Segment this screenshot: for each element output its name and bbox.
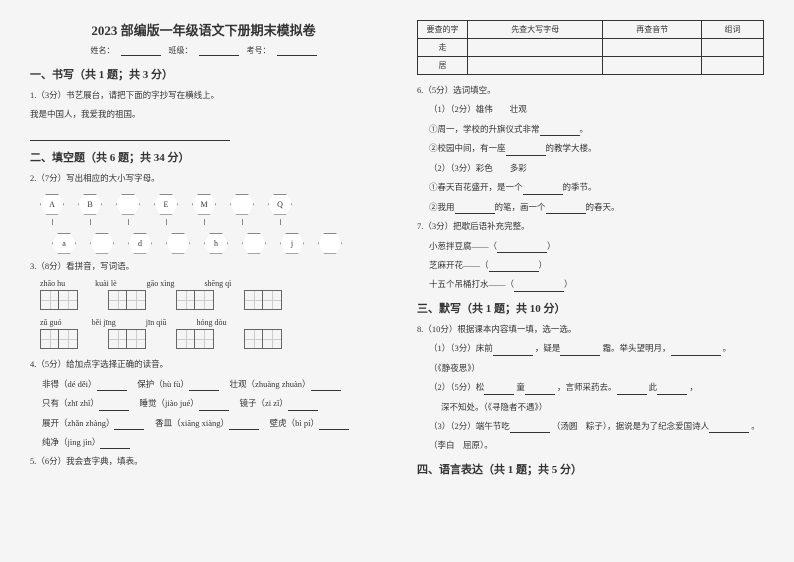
pinyin: shēng qì bbox=[204, 279, 231, 288]
q1-blank[interactable] bbox=[30, 127, 377, 141]
hex-cell: j bbox=[280, 233, 304, 254]
hex-cell[interactable] bbox=[116, 194, 140, 215]
q7: 7.（3分）把歇后语补充完整。 bbox=[417, 219, 764, 233]
hex-cell: M bbox=[192, 194, 216, 215]
th: 再查音节 bbox=[603, 21, 702, 39]
pinyin: zǔ guó bbox=[40, 318, 62, 327]
table-row: 走 bbox=[418, 39, 764, 57]
td-blank[interactable] bbox=[702, 39, 764, 57]
q1-text: 我是中国人，我爱我的祖国。 bbox=[30, 107, 377, 121]
q6-1a: ①周一，学校的升旗仪式非常。 bbox=[429, 122, 764, 136]
hex-cell[interactable] bbox=[230, 194, 254, 215]
q8-1: （1）（3分）床前 ，疑是 霜。举头望明月， 。 bbox=[429, 341, 764, 355]
q4-line-d: 纯净（jìng jìn） bbox=[42, 435, 377, 449]
section-1-head: 一、书写（共 1 题；共 3 分） bbox=[30, 66, 377, 82]
section-2-head: 二、填空题（共 6 题；共 34 分） bbox=[30, 149, 377, 165]
td-char: 走 bbox=[418, 39, 468, 57]
q4-line-b: 只有（zhī zhǐ） 睡觉（jiào jué） 镜子（zi zǐ） bbox=[42, 396, 377, 410]
hex-cell: A bbox=[40, 194, 64, 215]
pinyin: gāo xìng bbox=[147, 279, 175, 288]
class-field[interactable] bbox=[199, 47, 239, 56]
hex-row-bot: a d h j bbox=[52, 233, 377, 254]
hex-cell: d bbox=[128, 233, 152, 254]
exam-field[interactable] bbox=[277, 47, 317, 56]
left-column: 2023 部编版一年级语文下册期末模拟卷 姓名： 班级： 考号： 一、书写（共 … bbox=[30, 20, 377, 542]
section-4-head: 四、语言表达（共 1 题；共 5 分） bbox=[417, 461, 764, 477]
q8-2b: 深不知处。（《寻隐者不遇》） bbox=[441, 400, 764, 414]
q6-2b: ②我用的笔，画一个的春天。 bbox=[429, 200, 764, 214]
th: 要查的字 bbox=[418, 21, 468, 39]
td-blank[interactable] bbox=[702, 57, 764, 75]
q7-c: 十五个吊桶打水——（） bbox=[429, 277, 764, 291]
td-char: 居 bbox=[418, 57, 468, 75]
hex-cell[interactable] bbox=[318, 233, 342, 254]
section-3-head: 三、默写（共 1 题；共 10 分） bbox=[417, 300, 764, 316]
pinyin: kuài lè bbox=[95, 279, 117, 288]
char-grid[interactable] bbox=[108, 329, 146, 349]
q2: 2.（7分）写出相应的大小写字母。 bbox=[30, 171, 377, 185]
pinyin: hóng dòu bbox=[196, 318, 226, 327]
hex-cell: B bbox=[78, 194, 102, 215]
pinyin: jīn qiū bbox=[146, 318, 167, 327]
q6-1: （1）（2分）雄伟 壮观 bbox=[429, 102, 764, 116]
char-grid[interactable] bbox=[244, 329, 282, 349]
q4-line-a: 非得（dé děi） 保护（hù fù） 壮观（zhuàng zhuàn） bbox=[42, 377, 377, 391]
q8-3: （3）（2分）端午节吃 （汤圆 粽子），据说是为了纪念爱国诗人 。 bbox=[429, 419, 764, 433]
q8-3-src: （李白 屈原）。 bbox=[429, 438, 764, 452]
pinyin-row-1: zhāo hu kuài lè gāo xìng shēng qì bbox=[40, 279, 377, 288]
char-grid[interactable] bbox=[176, 290, 214, 310]
lookup-table: 要查的字 先查大写字母 再查音节 组词 走 居 bbox=[417, 20, 764, 75]
q7-b: 芝麻开花——（） bbox=[429, 258, 764, 272]
q8-1-src: （《静夜思》） bbox=[429, 361, 764, 375]
td-blank[interactable] bbox=[603, 57, 702, 75]
char-grid[interactable] bbox=[176, 329, 214, 349]
q8: 8.（10分）根据课本内容填一填，选一选。 bbox=[417, 322, 764, 336]
table-row: 居 bbox=[418, 57, 764, 75]
q6-1b: ②校园中间，有一座的教学大楼。 bbox=[429, 141, 764, 155]
hex-cell[interactable] bbox=[242, 233, 266, 254]
hex-cell: h bbox=[204, 233, 228, 254]
hex-cell: a bbox=[52, 233, 76, 254]
grid-row-1 bbox=[40, 290, 377, 310]
q3: 3.（8分）看拼音，写词语。 bbox=[30, 259, 377, 273]
exam-label: 考号： bbox=[247, 46, 271, 55]
char-grid[interactable] bbox=[108, 290, 146, 310]
hex-cell: E bbox=[154, 194, 178, 215]
td-blank[interactable] bbox=[603, 39, 702, 57]
student-meta: 姓名： 班级： 考号： bbox=[30, 45, 377, 56]
q1: 1.（3分）书艺展台，请把下面的字抄写在横线上。 bbox=[30, 88, 377, 102]
char-grid[interactable] bbox=[244, 290, 282, 310]
char-grid[interactable] bbox=[40, 329, 78, 349]
pinyin: běi jīng bbox=[92, 318, 116, 327]
q4: 4.（5分）给加点字选择正确的读音。 bbox=[30, 357, 377, 371]
pinyin: zhāo hu bbox=[40, 279, 65, 288]
pinyin-row-2: zǔ guó běi jīng jīn qiū hóng dòu bbox=[40, 318, 377, 327]
q6: 6.（5分）选词填空。 bbox=[417, 83, 764, 97]
q6-2a: ①春天百花盛开，是一个的季节。 bbox=[429, 180, 764, 194]
class-label: 班级： bbox=[169, 46, 193, 55]
th: 先查大写字母 bbox=[468, 21, 603, 39]
right-column: 要查的字 先查大写字母 再查音节 组词 走 居 6.（5分）选词填空。 （1）（… bbox=[417, 20, 764, 542]
q7-a: 小葱拌豆腐——（） bbox=[429, 239, 764, 253]
hex-cell[interactable] bbox=[166, 233, 190, 254]
name-label: 姓名： bbox=[91, 46, 115, 55]
hex-row-top: A B E M Q bbox=[40, 194, 377, 215]
hex-cell: Q bbox=[268, 194, 292, 215]
q8-2: （2）（5分）松 童 ，言师采药去。 此 ， bbox=[429, 380, 764, 394]
grid-row-2 bbox=[40, 329, 377, 349]
exam-title: 2023 部编版一年级语文下册期末模拟卷 bbox=[30, 20, 377, 39]
hex-connectors bbox=[40, 219, 377, 225]
td-blank[interactable] bbox=[468, 57, 603, 75]
q4-line-c: 展开（zhǎn zhàng） 香皿（xiāng xiàng） 壁虎（bì pí） bbox=[42, 416, 377, 430]
td-blank[interactable] bbox=[468, 39, 603, 57]
hex-cell[interactable] bbox=[90, 233, 114, 254]
q6-2: （2）（3分）彩色 多彩 bbox=[429, 161, 764, 175]
th: 组词 bbox=[702, 21, 764, 39]
name-field[interactable] bbox=[121, 47, 161, 56]
q5: 5.（6分）我会查字典，填表。 bbox=[30, 454, 377, 468]
char-grid[interactable] bbox=[40, 290, 78, 310]
table-row: 要查的字 先查大写字母 再查音节 组词 bbox=[418, 21, 764, 39]
